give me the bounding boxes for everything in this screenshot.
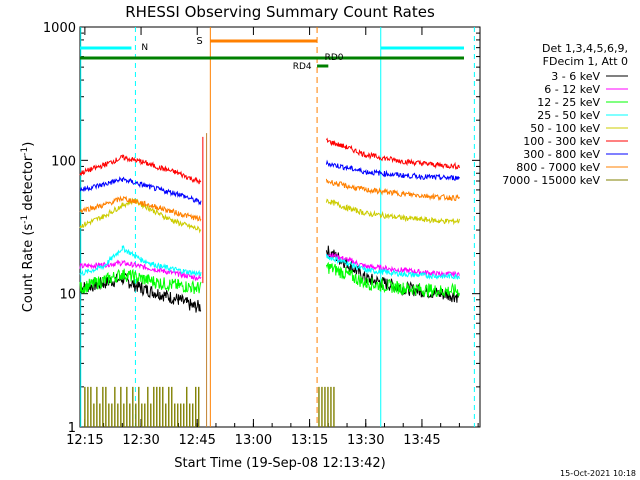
- legend-label: 50 - 100 keV: [530, 122, 600, 135]
- legend-label: 300 - 800 keV: [523, 148, 600, 161]
- series-line: [79, 195, 202, 222]
- y-label-part-2: detector: [21, 155, 36, 215]
- tick-layer: 12:15 12:30 12:45 13:00 13:15 13:30 13:45 1 10 10…: [43, 21, 480, 448]
- series-line: [325, 254, 460, 280]
- series-line: [325, 198, 460, 226]
- saa-label: S: [196, 36, 202, 47]
- x-tick-label: 12:15: [66, 433, 103, 448]
- x-tick-label: 13:30: [347, 433, 384, 448]
- y-label-part-3: ): [21, 142, 36, 147]
- series-line: [325, 137, 460, 170]
- series-line: [79, 268, 202, 295]
- y-label-sup-1: -1: [20, 215, 30, 224]
- legend-label: 100 - 300 keV: [523, 135, 600, 148]
- series-line: [325, 178, 460, 202]
- series-line: [79, 244, 202, 277]
- legend-label: 3 - 6 keV: [551, 70, 600, 83]
- x-tick-label: 12:45: [178, 433, 215, 448]
- y-tick-label: 1000: [43, 21, 76, 36]
- legend: Det 1,3,4,5,6,9, FDecim 1, Att 0 3 - 6 k…: [502, 42, 628, 187]
- series-line: [79, 259, 202, 282]
- y-tick-label: 100: [51, 154, 76, 169]
- x-tick-label: 13:00: [235, 433, 272, 448]
- overlay-layer: N S RD0 RD4: [80, 27, 475, 427]
- rd0-label: RD0: [325, 53, 344, 63]
- footer-timestamp: 15-Oct-2021 10:18: [560, 469, 636, 478]
- x-tick-label: 13:15: [291, 433, 328, 448]
- series-line: [325, 159, 460, 182]
- series-line: [325, 261, 460, 298]
- y-label-part-1: Count Rate (s: [21, 224, 36, 313]
- rd4-label: RD4: [293, 62, 312, 72]
- legend-label: 6 - 12 keV: [544, 83, 600, 96]
- x-axis-label: Start Time (19-Sep-08 12:13:42): [174, 456, 385, 471]
- chart-title: RHESSI Observing Summary Count Rates: [125, 3, 435, 21]
- series-line: [79, 272, 202, 313]
- series-layer: [79, 137, 460, 427]
- legend-header-line-1: Det 1,3,4,5,6,9,: [542, 42, 628, 55]
- legend-label: 25 - 50 keV: [537, 109, 600, 122]
- night-label: N: [141, 43, 148, 53]
- x-tick-label: 12:30: [122, 433, 159, 448]
- legend-label: 800 - 7000 keV: [516, 161, 600, 174]
- legend-header-line-2: FDecim 1, Att 0: [543, 55, 628, 68]
- series-line: [79, 176, 202, 206]
- y-tick-label: 1: [68, 421, 76, 436]
- series-line: [79, 154, 202, 185]
- legend-label: 7000 - 15000 keV: [502, 174, 600, 187]
- legend-label: 12 - 25 keV: [537, 96, 600, 109]
- x-tick-label: 13:45: [403, 433, 440, 448]
- series-line: [326, 252, 460, 279]
- plot-frame: [79, 26, 481, 428]
- y-axis-label: Count Rate (s-1 detector-1): [20, 142, 36, 313]
- y-tick-label: 10: [59, 288, 76, 303]
- y-label-sup-2: -1: [20, 147, 30, 156]
